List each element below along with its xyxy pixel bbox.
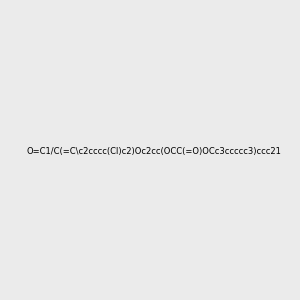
Text: O=C1/C(=C\c2cccc(Cl)c2)Oc2cc(OCC(=O)OCc3ccccc3)ccc21: O=C1/C(=C\c2cccc(Cl)c2)Oc2cc(OCC(=O)OCc3…	[26, 147, 281, 156]
